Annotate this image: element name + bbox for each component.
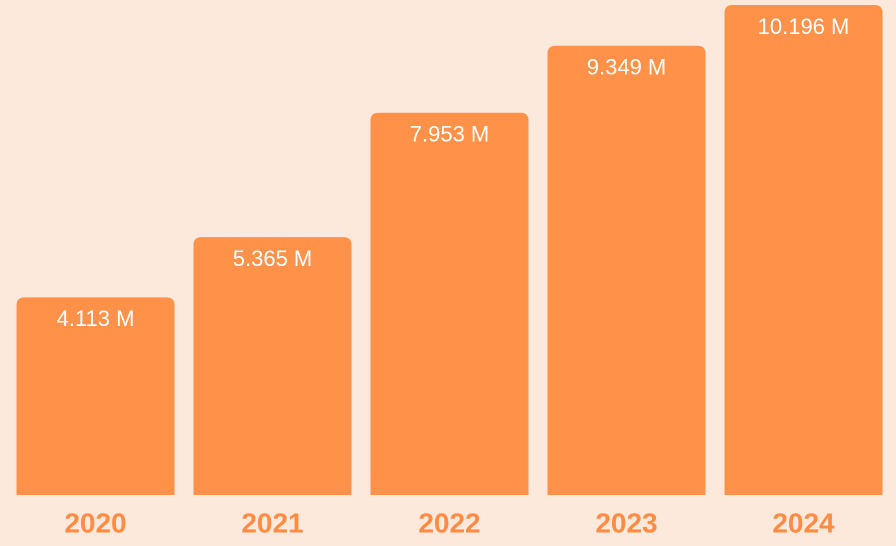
bar [547, 45, 706, 496]
bar [193, 237, 352, 495]
value-label: 7.953 M [410, 122, 490, 147]
x-tick-label: 2024 [772, 507, 835, 538]
value-label: 4.113 M [57, 306, 135, 331]
bar [370, 112, 529, 495]
value-label: 5.365 M [233, 246, 313, 271]
x-tick-label: 2020 [64, 507, 126, 538]
x-tick-label: 2022 [418, 507, 480, 538]
bar [724, 5, 883, 495]
value-label: 10.196 M [758, 14, 850, 39]
x-tick-label: 2021 [241, 507, 303, 538]
bar [16, 297, 175, 495]
x-tick-label: 2023 [595, 507, 657, 538]
value-label: 9.349 M [587, 55, 667, 80]
